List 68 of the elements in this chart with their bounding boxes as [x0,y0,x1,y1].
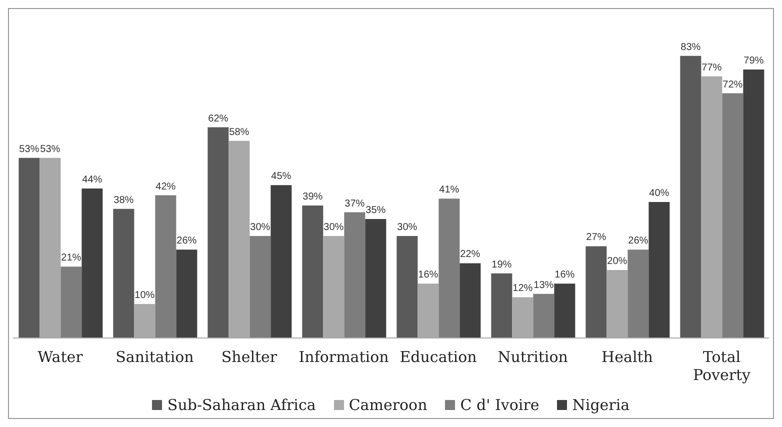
data-label: 39% [302,191,323,202]
bar [250,236,271,338]
x-tick-label: Education [400,348,478,366]
data-label: 22% [460,249,480,260]
x-tick-label: Sanitation [116,348,194,366]
data-label: 10% [134,290,155,302]
data-label: 41% [439,184,460,196]
bar [438,198,460,338]
data-label: 30% [250,222,270,234]
bar [344,212,366,338]
legend-label: Cameroon [348,396,428,414]
bar [491,273,512,338]
bar [396,236,418,338]
data-label: 44% [82,174,102,186]
data-label: 42% [156,181,176,192]
bar [554,284,576,338]
data-label: 77% [702,62,722,74]
bar [302,205,324,338]
legend-label: Sub-Saharan Africa [166,396,316,414]
bar [270,185,292,338]
legend-label: Nigeria [571,396,630,414]
bar [533,294,554,338]
data-label: 62% [208,113,228,124]
bar [60,266,82,338]
data-label: 19% [492,259,512,270]
data-label: 26% [628,236,648,247]
data-label: 79% [744,56,764,67]
data-label: 30% [397,222,418,234]
bar [18,158,40,338]
bar [155,195,176,338]
bar [208,127,229,338]
data-label: 12% [512,283,533,294]
data-label: 30% [324,222,344,234]
bar [628,250,649,338]
bar [586,246,607,338]
data-label: 16% [418,270,438,281]
data-label: 40% [649,188,670,200]
bar [648,202,670,338]
x-tick-label: Total Poverty [692,348,752,384]
data-label: 83% [680,42,701,53]
bar [680,56,702,338]
x-tick-label: Health [602,348,654,366]
data-label: 20% [607,256,628,268]
data-label: 26% [176,236,197,247]
data-label: 53% [40,144,60,155]
x-tick-label: Information [298,348,390,366]
data-label: 21% [61,252,82,264]
data-label: 53% [19,144,40,155]
bar [82,188,103,338]
data-label: 37% [344,198,365,210]
bar [365,219,386,338]
x-tick-label: Shelter [221,348,278,366]
data-label: 35% [366,205,386,216]
data-label: 27% [586,232,606,244]
bar [113,208,134,338]
data-label: 45% [271,171,292,182]
bar [176,250,198,338]
legend-label: C d' Ivoire [459,396,540,414]
data-label: 58% [229,126,250,138]
data-label: 38% [114,194,134,206]
data-label: 16% [554,270,575,281]
x-tick-label: Nutrition [498,348,568,366]
bar [722,93,744,338]
x-tick-label: Water [38,348,84,366]
data-label: 72% [722,79,743,90]
data-label: 13% [534,280,554,291]
bar [460,263,481,338]
bar [743,70,764,338]
